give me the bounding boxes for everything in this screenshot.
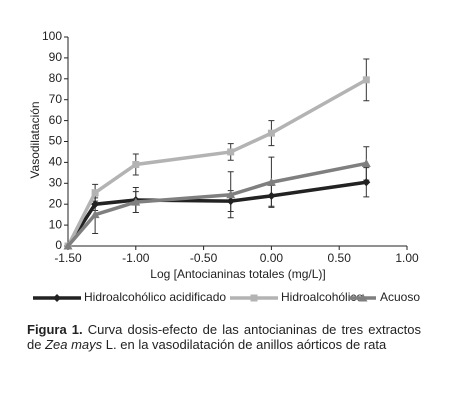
marker (267, 191, 276, 200)
marker (131, 197, 141, 206)
x-tick-label: 0.50 (328, 251, 352, 265)
caption-species: Zea mays (45, 337, 103, 352)
marker (226, 190, 236, 199)
y-tick-label: 40 (49, 155, 63, 169)
x-tick-label: 0.00 (260, 251, 284, 265)
marker (267, 129, 275, 137)
y-axis-label: Vasodilatación (28, 101, 42, 178)
series-line (66, 78, 368, 247)
x-tick-label: 1.00 (395, 251, 419, 265)
y-tick-label: 70 (49, 92, 63, 106)
chart: Vasodilatación Log [Antocianinas totales… (28, 29, 420, 304)
marker (90, 210, 100, 219)
legend-label: Acuoso (380, 290, 420, 304)
x-tick-label: -0.50 (190, 251, 218, 265)
y-tick-label: 60 (49, 113, 63, 127)
legend-label: Hidroalcohólico acidificado (84, 290, 226, 304)
x-tick-label: -1.50 (54, 251, 82, 265)
x-tick-label: -1.00 (122, 251, 150, 265)
legend-marker (250, 294, 258, 302)
caption: Figura 1. Curva dosis-efecto de las anto… (27, 322, 421, 352)
series-line (66, 180, 367, 247)
marker (361, 158, 371, 167)
y-tick-label: 100 (42, 29, 62, 43)
y-tick-label: 50 (49, 134, 63, 148)
marker (362, 76, 370, 84)
marker (91, 200, 100, 209)
y-tick-label: 30 (49, 175, 63, 189)
caption-text: Curva dosis-efecto de las antocianinas d… (27, 322, 421, 352)
marker (227, 148, 235, 156)
marker (266, 177, 276, 186)
marker (132, 160, 140, 168)
y-tick-label: 10 (49, 217, 63, 231)
marker (362, 178, 371, 187)
y-tick-label: 20 (49, 196, 63, 210)
marker (226, 197, 235, 206)
series-line (66, 161, 367, 248)
y-tick-label: 80 (49, 71, 63, 85)
y-tick-label: 0 (55, 238, 62, 252)
x-axis-label: Log [Antocianinas totales (mg/L)] (150, 267, 325, 281)
caption-text: L. en la vasodilatación de anillos aórti… (105, 337, 387, 352)
marker (63, 241, 73, 250)
y-tick-label: 90 (49, 50, 63, 64)
legend-marker (358, 293, 368, 302)
caption-label: Figura 1. (27, 322, 83, 337)
marker (91, 189, 99, 197)
legend-marker (53, 294, 61, 302)
legend-label: Hidroalcohólico (281, 290, 363, 304)
